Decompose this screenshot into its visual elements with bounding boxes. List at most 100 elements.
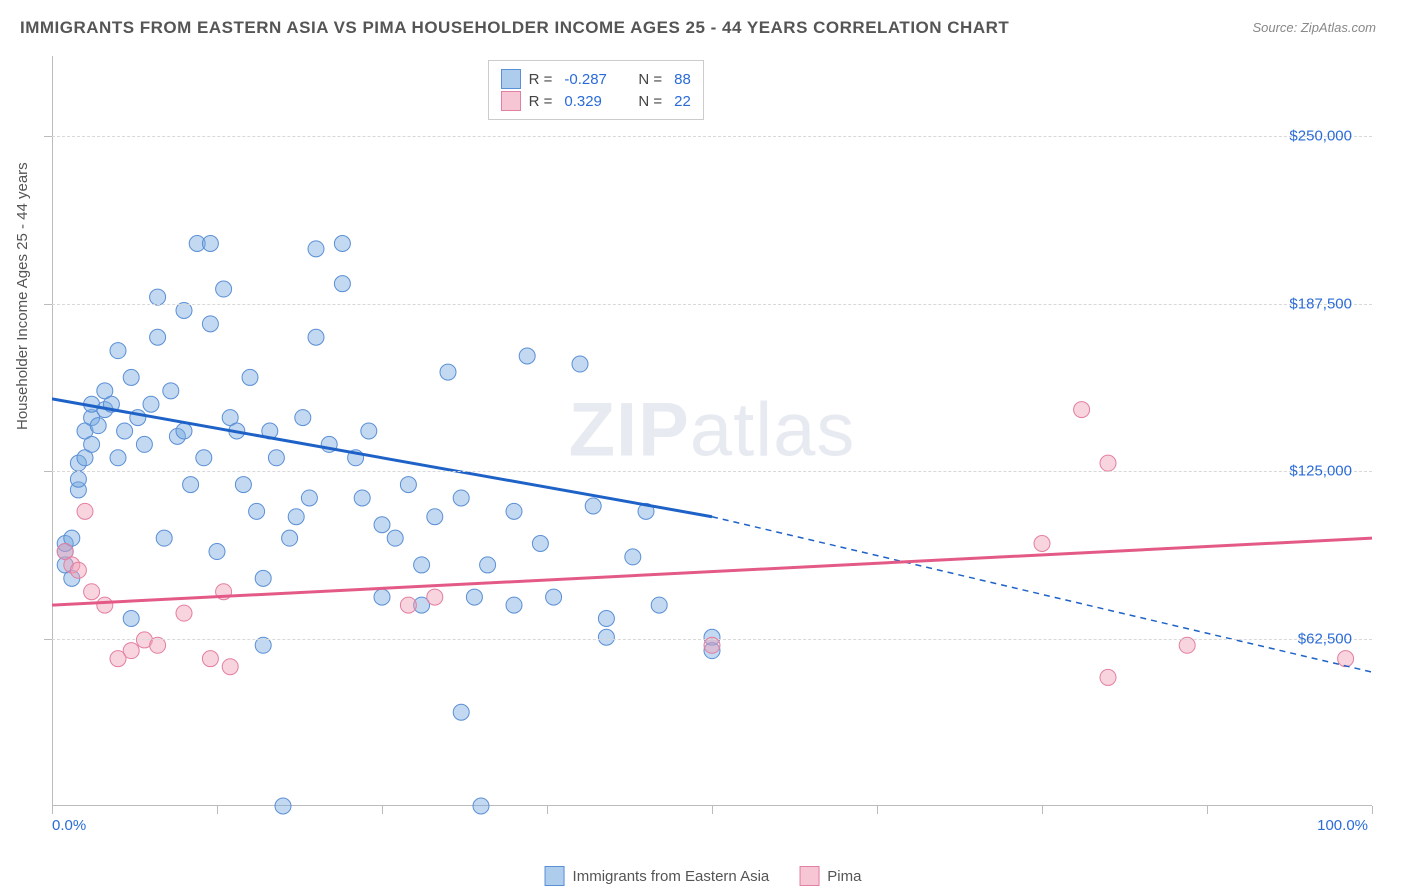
scatter-point bbox=[301, 490, 317, 506]
source-label: Source: ZipAtlas.com bbox=[1252, 20, 1376, 35]
scatter-point bbox=[453, 704, 469, 720]
bottom-legend: Immigrants from Eastern Asia Pima bbox=[545, 866, 862, 886]
legend-n-label: N = bbox=[638, 71, 662, 88]
legend-row: R =0.329N =22 bbox=[501, 91, 691, 111]
y-tick-label: $62,500 bbox=[1298, 630, 1352, 647]
legend-swatch bbox=[501, 91, 521, 111]
gridline bbox=[52, 136, 1372, 137]
scatter-point bbox=[1034, 536, 1050, 552]
legend-item: Immigrants from Eastern Asia bbox=[545, 866, 770, 886]
scatter-point bbox=[117, 423, 133, 439]
scatter-point bbox=[625, 549, 641, 565]
scatter-point bbox=[77, 503, 93, 519]
scatter-point bbox=[183, 477, 199, 493]
scatter-point bbox=[97, 597, 113, 613]
scatter-point bbox=[288, 509, 304, 525]
scatter-point bbox=[1338, 651, 1354, 667]
scatter-point bbox=[84, 436, 100, 452]
legend-swatch bbox=[545, 866, 565, 886]
scatter-point bbox=[308, 241, 324, 257]
x-tick bbox=[52, 806, 53, 814]
scatter-point bbox=[143, 396, 159, 412]
scatter-point bbox=[176, 302, 192, 318]
scatter-point bbox=[275, 798, 291, 814]
x-max-label: 100.0% bbox=[1317, 817, 1368, 834]
scatter-point bbox=[1100, 455, 1116, 471]
chart-title: IMMIGRANTS FROM EASTERN ASIA VS PIMA HOU… bbox=[20, 18, 1009, 38]
scatter-point bbox=[249, 503, 265, 519]
legend-r-label: R = bbox=[529, 93, 553, 110]
scatter-point bbox=[572, 356, 588, 372]
scatter-point bbox=[354, 490, 370, 506]
legend-row: R = -0.287 N = 88 bbox=[501, 69, 691, 89]
scatter-point bbox=[453, 490, 469, 506]
scatter-point bbox=[70, 471, 86, 487]
scatter-point bbox=[176, 423, 192, 439]
y-tick bbox=[44, 639, 52, 640]
scatter-point bbox=[334, 236, 350, 252]
trend-line bbox=[52, 399, 712, 517]
scatter-point bbox=[136, 436, 152, 452]
scatter-point bbox=[150, 637, 166, 653]
scatter-point bbox=[123, 643, 139, 659]
scatter-point bbox=[334, 276, 350, 292]
scatter-point bbox=[1100, 669, 1116, 685]
scatter-point bbox=[506, 503, 522, 519]
legend-swatch bbox=[799, 866, 819, 886]
scatter-point bbox=[202, 236, 218, 252]
scatter-point bbox=[150, 329, 166, 345]
y-tick-label: $187,500 bbox=[1289, 295, 1352, 312]
x-min-label: 0.0% bbox=[52, 817, 86, 834]
scatter-point bbox=[1179, 637, 1195, 653]
scatter-point bbox=[123, 369, 139, 385]
scatter-point bbox=[235, 477, 251, 493]
y-tick bbox=[44, 136, 52, 137]
x-tick bbox=[1372, 806, 1373, 814]
legend-n-label: N = bbox=[638, 93, 662, 110]
legend-label: Immigrants from Eastern Asia bbox=[573, 868, 770, 885]
gridline bbox=[52, 304, 1372, 305]
scatter-point bbox=[427, 589, 443, 605]
legend-r-value: -0.287 bbox=[564, 71, 620, 88]
scatter-point bbox=[84, 584, 100, 600]
scatter-point bbox=[400, 597, 416, 613]
scatter-point bbox=[440, 364, 456, 380]
scatter-point bbox=[90, 418, 106, 434]
scatter-point bbox=[598, 611, 614, 627]
scatter-point bbox=[268, 450, 284, 466]
legend-label: Pima bbox=[827, 868, 861, 885]
scatter-point bbox=[156, 530, 172, 546]
legend-r-label: R = bbox=[529, 71, 553, 88]
scatter-point bbox=[196, 450, 212, 466]
scatter-point bbox=[546, 589, 562, 605]
scatter-point bbox=[222, 659, 238, 675]
scatter-point bbox=[400, 477, 416, 493]
legend-r-value: 0.329 bbox=[564, 93, 620, 110]
gridline bbox=[52, 639, 1372, 640]
scatter-point bbox=[123, 611, 139, 627]
legend-n-value: 88 bbox=[674, 71, 691, 88]
legend-swatch bbox=[501, 69, 521, 89]
y-axis-label: Householder Income Ages 25 - 44 years bbox=[14, 162, 31, 430]
scatter-point bbox=[427, 509, 443, 525]
scatter-point bbox=[216, 281, 232, 297]
y-tick bbox=[44, 471, 52, 472]
scatter-point bbox=[598, 629, 614, 645]
y-tick-label: $250,000 bbox=[1289, 128, 1352, 145]
scatter-point bbox=[519, 348, 535, 364]
scatter-point bbox=[176, 605, 192, 621]
scatter-point bbox=[150, 289, 166, 305]
scatter-point bbox=[704, 637, 720, 653]
x-tick bbox=[1207, 806, 1208, 814]
scatter-point bbox=[387, 530, 403, 546]
scatter-point bbox=[361, 423, 377, 439]
y-tick-label: $125,000 bbox=[1289, 463, 1352, 480]
scatter-point bbox=[202, 651, 218, 667]
scatter-point bbox=[374, 589, 390, 605]
scatter-point bbox=[651, 597, 667, 613]
scatter-point bbox=[532, 536, 548, 552]
x-tick bbox=[217, 806, 218, 814]
scatter-point bbox=[308, 329, 324, 345]
trend-line bbox=[52, 538, 1372, 605]
scatter-point bbox=[70, 562, 86, 578]
